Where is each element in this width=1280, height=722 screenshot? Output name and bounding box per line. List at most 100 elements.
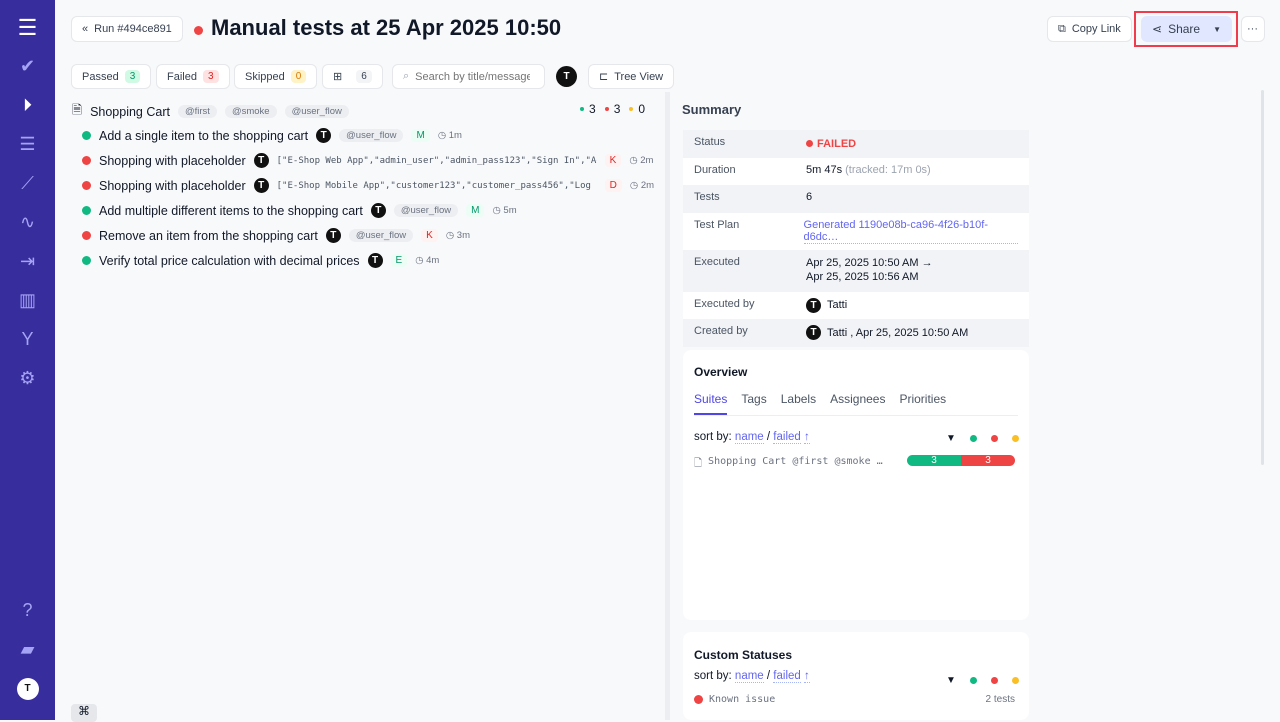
copy-link-button[interactable]: ⧉ Copy Link [1047,16,1132,42]
test-title: Verify total price calculation with deci… [99,253,360,268]
duration: ◷ 2m [629,180,655,191]
checklist-icon[interactable]: ☰ [19,134,36,154]
suite-counts: 3 3 0 [580,102,645,116]
custom-statuses-card: Custom Statuses sort by: name / failed ↑… [683,632,1029,720]
failed-status-icon [82,231,91,240]
test-title: Shopping with placeholder [99,178,246,193]
suite-header[interactable]: 🗎 Shopping Cart @first @smoke @user_flow [72,101,349,122]
check-icon[interactable]: ✔ [19,56,36,76]
comment-icon: ⊞ [333,71,343,83]
bar-passed-segment: 3 [907,455,961,466]
tab-suites[interactable]: Suites [694,392,728,415]
search-box[interactable]: ⌕ [392,64,545,89]
tab-tags[interactable]: Tags [741,392,767,406]
share-button[interactable]: ⋖ Share ▼ [1141,16,1232,42]
command-icon[interactable]: ⌘ [71,704,97,722]
priority-badge: E [390,254,408,267]
tab-priorities[interactable]: Priorities [899,392,947,406]
duration: ◷ 4m [415,255,440,266]
branch-icon[interactable]: Y [21,329,34,349]
test-row[interactable]: Shopping with placeholder T ["E-Shop Mobi… [82,178,654,193]
test-tag: @user_flow [339,129,404,142]
status-filter: ▼ [946,675,1019,686]
avatar-icon[interactable]: T [0,669,55,708]
filter-icon[interactable]: ▼ [946,433,956,444]
test-plan-link[interactable]: Generated 1190e08b-ca96-4f26-b10f-d6dc… [803,219,1018,244]
test-title: Shopping with placeholder [99,153,246,168]
filter-comments[interactable]: ⊞ 6 [322,64,383,89]
pulse-icon[interactable]: ∿ [19,212,36,232]
status-badge: FAILED [806,136,856,152]
overview-card: Overview Suites Tags Labels Assignees Pr… [683,350,1029,620]
summary-table: Status FAILED Duration 5m 47s (tracked: 17… [683,130,1029,347]
file-icon: 🗎 [72,103,83,117]
avatar: T [253,178,269,193]
sort-controls: sort by: name / failed ↑ [694,431,810,444]
priority-badge: M [411,129,430,142]
more-button[interactable]: ··· [1241,16,1265,42]
priority-badge: M [466,204,485,217]
gear-icon[interactable]: ⚙ [19,368,36,388]
folder-icon[interactable]: ▰ [20,639,35,659]
filter-passed[interactable]: Passed 3 [71,64,152,89]
assignee-filter-avatar[interactable]: T [556,66,577,87]
play-icon[interactable]: ⏵ [23,95,32,115]
sort-controls: sort by: name / failed ↑ [694,670,810,683]
share-icon: ⋖ [1152,22,1163,36]
test-title: Remove an item from the shopping cart [99,228,318,243]
chart-icon[interactable]: ▥ [18,290,36,310]
duration: ◷ 1m [437,130,462,141]
filter-skipped[interactable]: Skipped 0 [234,64,318,89]
scrollbar[interactable] [1261,90,1264,465]
test-tag: @user_flow [393,204,459,217]
passed-status-icon [82,206,91,215]
tab-assignees[interactable]: Assignees [830,392,886,406]
suite-overview-row[interactable]: 🗋 Shopping Cart @first @smoke … [694,456,883,473]
test-params: ["E-Shop Web App","admin_user","admin_pa… [276,155,597,166]
test-row[interactable]: Remove an item from the shopping cart T @… [82,228,470,243]
priority-badge: K [421,229,438,242]
filter-failed[interactable]: Failed 3 [156,64,230,89]
failed-icon [694,695,703,704]
steps-icon[interactable]: ⟋ [21,173,34,193]
test-params: ["E-Shop Mobile App","customer123","cust… [276,180,597,191]
test-row[interactable]: Verify total price calculation with deci… [82,253,439,268]
bar-failed-segment: 3 [961,455,1015,466]
test-tag: @user_flow [348,229,414,242]
failed-status-icon [194,26,203,35]
panel-resizer[interactable] [665,92,670,720]
menu-icon[interactable]: ☰ [17,14,38,40]
sort-asc-icon[interactable]: ↑ [804,431,810,444]
sidebar: ☰ ✔ ⏵ ☰ ⟋ ∿ ⇥ ▥ Y ⚙ ? ▰ T [0,0,55,720]
chevrons-left-icon: « [82,23,89,35]
test-title: Add a single item to the shopping cart [99,128,309,143]
test-row[interactable]: Add a single item to the shopping cart T… [82,128,462,143]
test-row[interactable]: Add multiple different items to the shop… [82,203,517,218]
avatar: T [253,153,269,168]
import-icon[interactable]: ⇥ [19,251,36,271]
passed-status-icon [82,256,91,265]
avatar: T [316,128,332,143]
sort-asc-icon[interactable]: ↑ [804,670,810,683]
failed-status-icon [82,156,91,165]
priority-badge: K [604,154,622,167]
avatar: T [325,228,341,243]
back-to-run-button[interactable]: «Run #494ce891 [71,16,183,42]
search-input[interactable] [415,70,531,83]
tree-icon: ⊏ [599,71,609,83]
tree-view-button[interactable]: ⊏ Tree View [588,64,675,89]
filter-icon[interactable]: ▼ [946,675,956,686]
chevron-down-icon[interactable]: ▼ [1213,24,1221,34]
tab-labels[interactable]: Labels [780,392,817,406]
help-icon[interactable]: ? [22,600,33,620]
failed-status-icon [82,181,91,190]
summary-heading: Summary [682,102,742,117]
duration: ◷ 3m [445,230,470,241]
test-row[interactable]: Shopping with placeholder T ["E-Shop Web … [82,153,653,168]
priority-badge: D [604,179,622,192]
page-title: Manual tests at 25 Apr 2025 10:50 [211,15,562,40]
duration: ◷ 2m [629,155,654,166]
avatar: T [370,203,386,218]
avatar: T [367,253,383,268]
